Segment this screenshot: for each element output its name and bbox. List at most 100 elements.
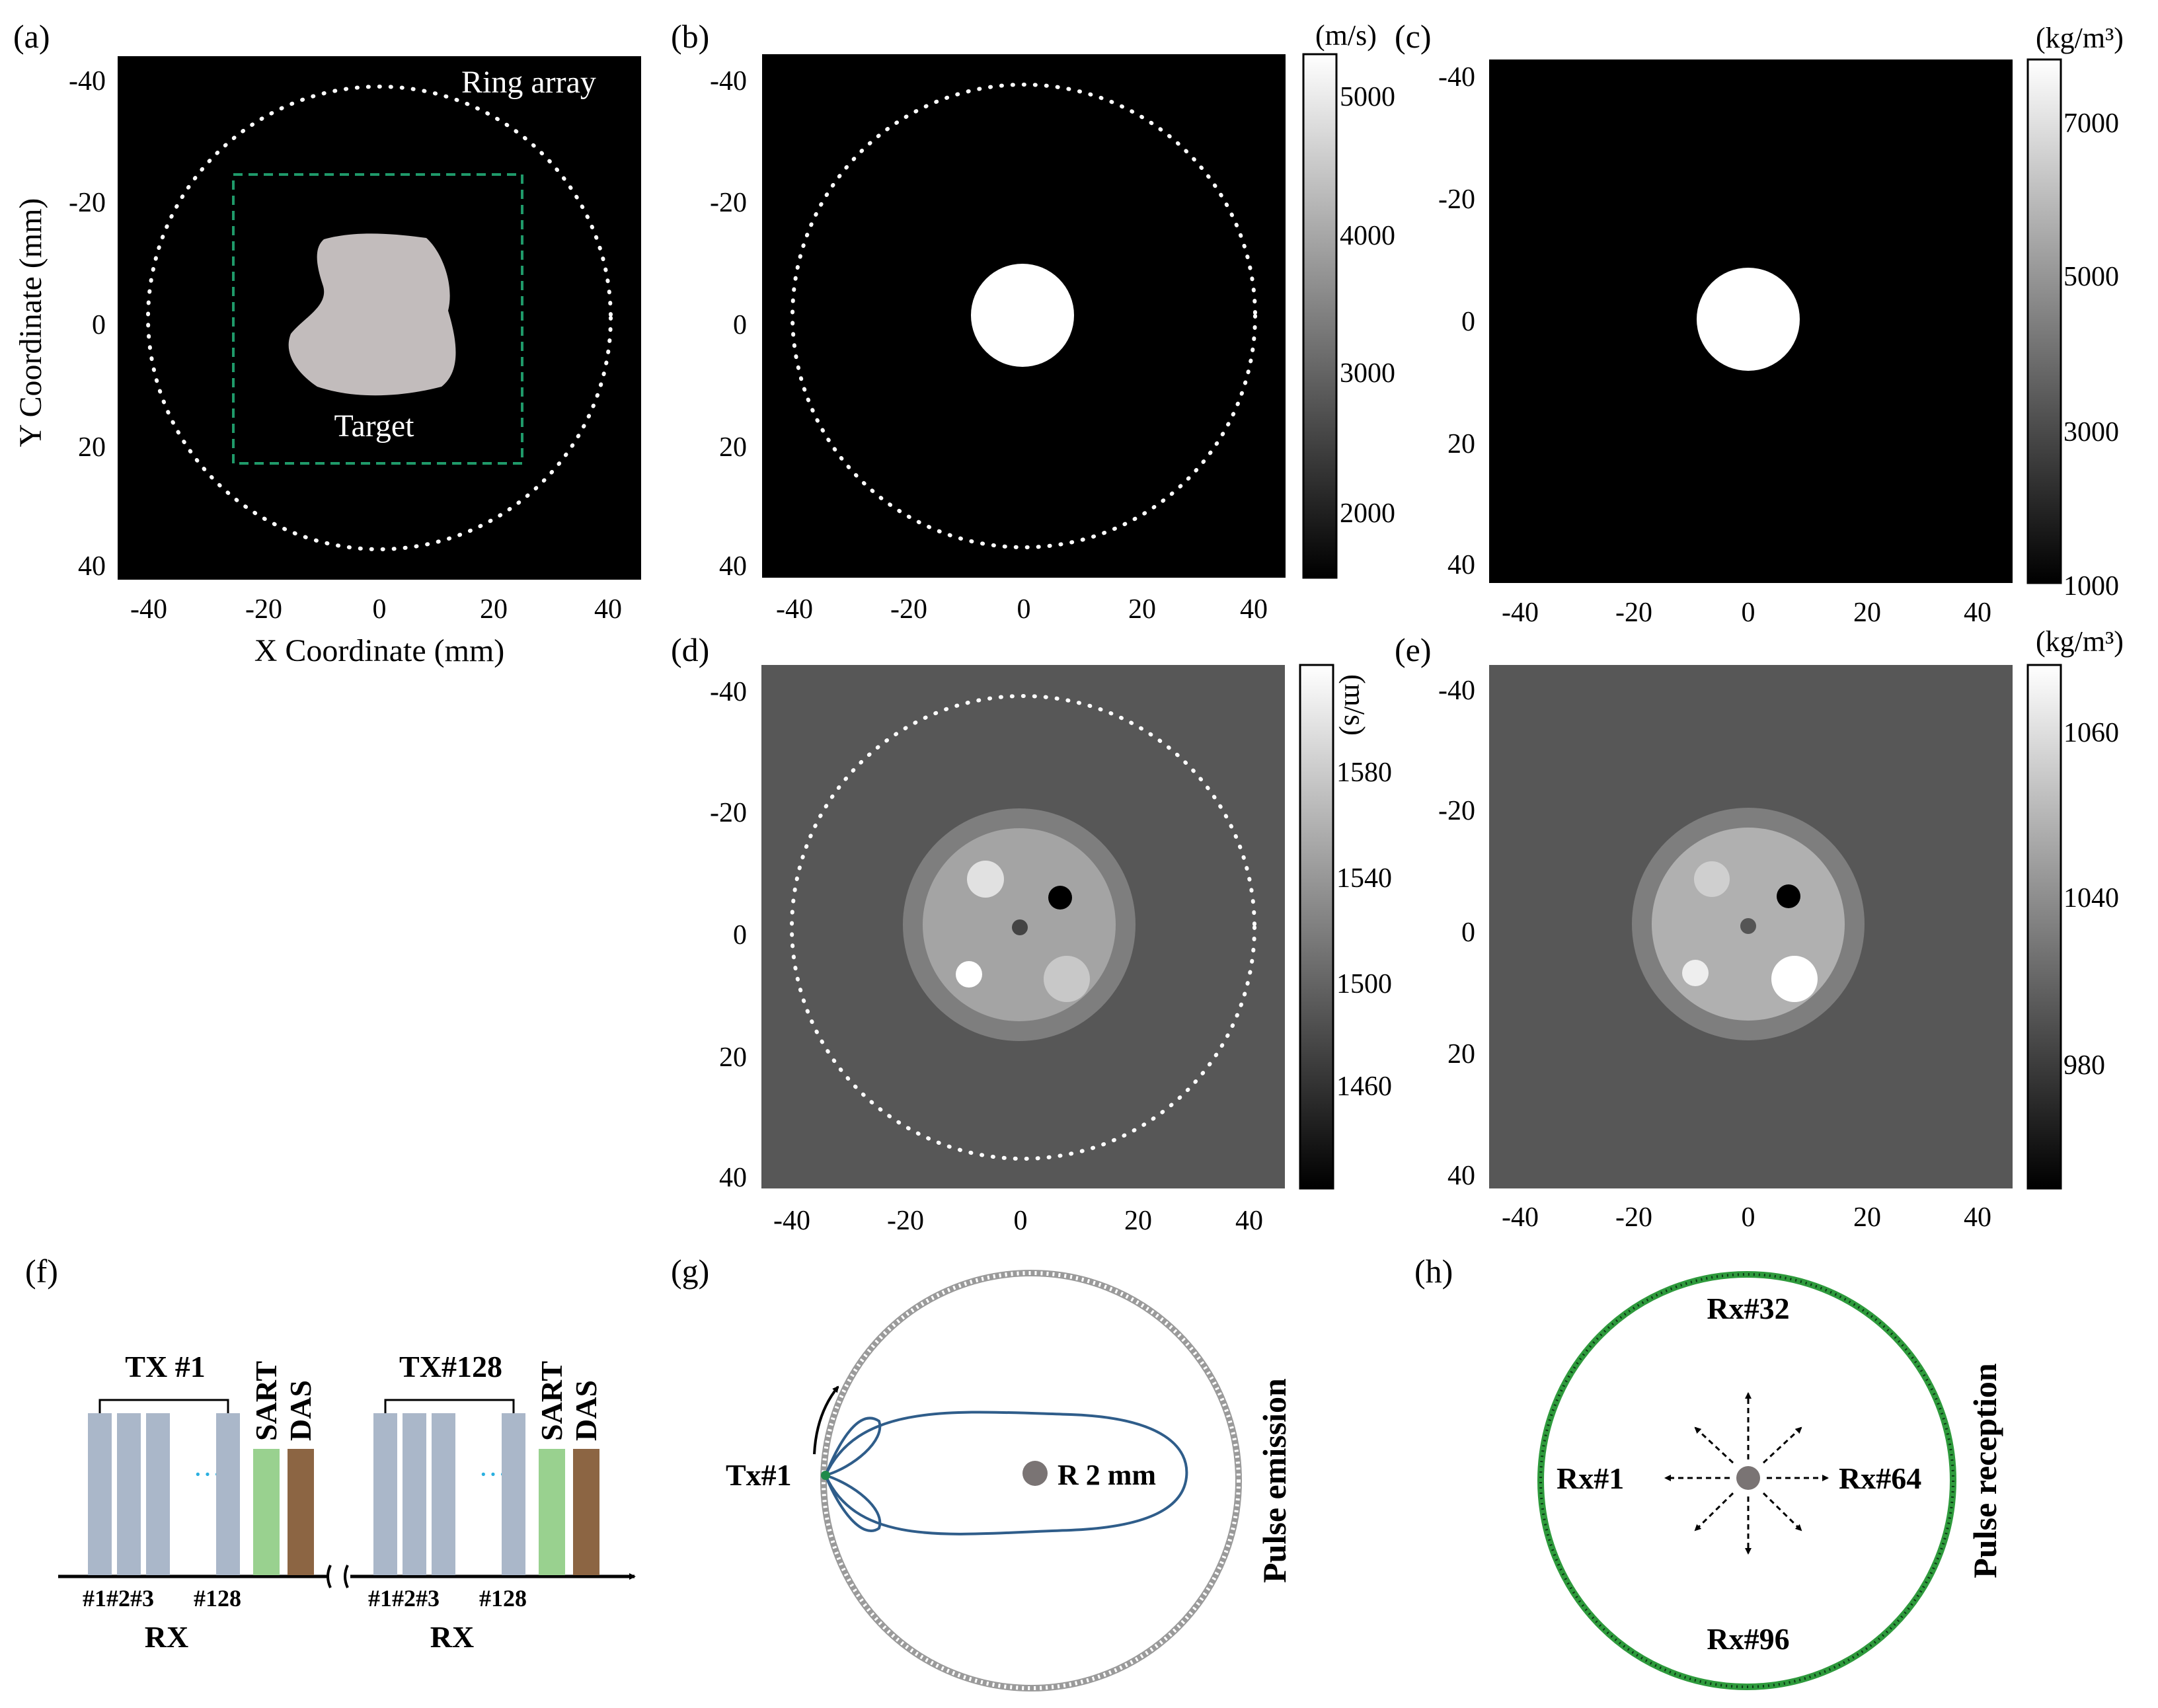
y-tick: 0 [733,920,747,951]
rx-element-bar [88,1413,112,1575]
y-tick: 40 [719,1163,747,1193]
panel-c-y-ticks: -40 -20 0 20 40 [1438,62,1475,580]
colorbar-tick: 2000 [1340,498,1395,529]
panel-label-a: (a) [13,18,50,55]
sart-label: SART [535,1361,568,1441]
x-tick: -20 [245,594,282,625]
tx-label: TX #1 [125,1350,205,1383]
panel-g-target-point [1022,1461,1048,1486]
panel-d-inclusion [1044,956,1090,1002]
panel-e-inclusion [1777,884,1800,908]
rx-last-element-label: #128 [479,1585,527,1611]
panel-d-colorbar-unit: (m/s) [1338,674,1371,736]
panel-a-ring-label: Ring array [461,65,596,100]
panel-a-target-box [232,173,523,465]
panel-g-tx-label: Tx#1 [726,1458,792,1492]
x-tick: 40 [1240,594,1268,625]
das-label: DAS [569,1380,603,1441]
colorbar-tick: 5000 [1340,82,1395,112]
sart-bar [253,1449,280,1575]
panel-h-rx-bottom: Rx#96 [1707,1622,1789,1656]
x-tick: 0 [1742,1202,1755,1233]
panel-label-g: (g) [671,1253,709,1290]
colorbar-tick: 1040 [2063,883,2119,913]
panel-g-side-label: Pulse emission [1256,1378,1293,1583]
das-label: DAS [284,1380,317,1441]
panel-d-x-ticks: -40 -20 0 20 40 [773,1206,1263,1236]
panel-h-rx-right: Rx#64 [1839,1461,1921,1495]
y-tick: 20 [719,432,747,463]
colorbar-tick: 3000 [2063,417,2119,447]
panel-g-ring-elements [822,1271,1241,1690]
panel-a-target-shape [288,233,456,396]
x-tick: 20 [1853,598,1881,628]
tx-bracket [384,1399,515,1413]
arrow-down-right [1762,1492,1802,1532]
panel-f-group-tx1: ··· TX #1 SART DAS #1#2#3 #128 RX [83,1350,317,1654]
panel-b-colorbar-unit: (m/s) [1315,19,1377,52]
panel-d-inclusion [1048,886,1072,910]
x-tick: 40 [1964,1202,1991,1233]
rx-element-bar [403,1413,426,1575]
x-tick: -20 [1615,1202,1652,1233]
y-tick: -20 [69,188,106,218]
panel-h-rx-top: Rx#32 [1707,1292,1789,1325]
panel-e-inclusion [1771,956,1818,1002]
y-tick: -20 [1438,796,1475,826]
colorbar-tick: 1540 [1336,863,1392,894]
panel-d-colorbar [1299,664,1334,1190]
y-tick: 20 [719,1042,747,1073]
panel-g-radius-label: R 2 mm [1058,1459,1156,1491]
panel-label-c: (c) [1395,18,1432,55]
colorbar-tick: 1580 [1336,757,1392,788]
x-tick: -20 [1615,598,1652,628]
x-tick: -40 [773,1206,810,1236]
panel-e-inclusion [1682,960,1709,986]
x-tick: 40 [594,594,622,625]
x-tick: 0 [373,594,387,625]
das-bar [573,1449,599,1575]
rx-element-labels: #1#2#3 [83,1585,154,1611]
arrow-up-left [1694,1426,1734,1464]
colorbar-tick: 7000 [2063,108,2119,139]
y-tick: 20 [78,432,106,463]
rx-element-bar [373,1413,397,1575]
panel-g-tx-element [821,1471,830,1480]
panel-h-rx-left: Rx#1 [1557,1461,1624,1495]
y-tick: 40 [719,551,747,582]
panel-d-inclusion [956,961,982,988]
y-tick: 0 [733,310,747,340]
y-tick: 40 [1447,1161,1475,1191]
panel-g-side-lobe [823,1473,882,1533]
y-tick: -40 [1438,676,1475,706]
das-bar [288,1449,314,1575]
panel-c-colorbar-unit: (kg/m³) [2036,22,2124,54]
x-tick: -40 [776,594,813,625]
rx-element-bar [216,1413,240,1575]
panel-d-y-ticks: -40 -20 0 20 40 [710,677,747,1193]
panel-a-ring-array [146,85,613,551]
y-tick: -40 [69,66,106,97]
panel-e-inclusion [1740,918,1756,934]
y-tick: -40 [1438,62,1475,93]
panel-b-colorbar [1302,53,1338,579]
panel-b-ring-array [790,83,1257,549]
y-tick: 0 [1461,917,1475,948]
panel-c-x-ticks: -40 -20 0 20 40 [1502,598,1991,628]
arrow-down-left [1694,1492,1734,1532]
panel-e-colorbar [2026,664,2062,1190]
y-axis-label: Y Coordinate (mm) [13,198,48,447]
panel-f-group-tx128: ··· TX#128 SART DAS #1#2#3 #128 RX [368,1350,603,1654]
panel-a-y-ticks: -40 -20 0 20 40 [69,66,106,582]
sart-bar [539,1449,565,1575]
panel-g-side-lobe [823,1417,882,1478]
tx-label: TX#128 [399,1350,502,1383]
x-tick: 40 [1235,1206,1263,1236]
panel-h-source-point [1736,1466,1760,1490]
arrow-up-right [1762,1426,1802,1464]
panel-h-wave-arrows [1664,1392,1829,1555]
y-tick: -20 [710,188,747,218]
y-tick: 40 [1447,550,1475,580]
y-tick: -40 [710,677,747,707]
